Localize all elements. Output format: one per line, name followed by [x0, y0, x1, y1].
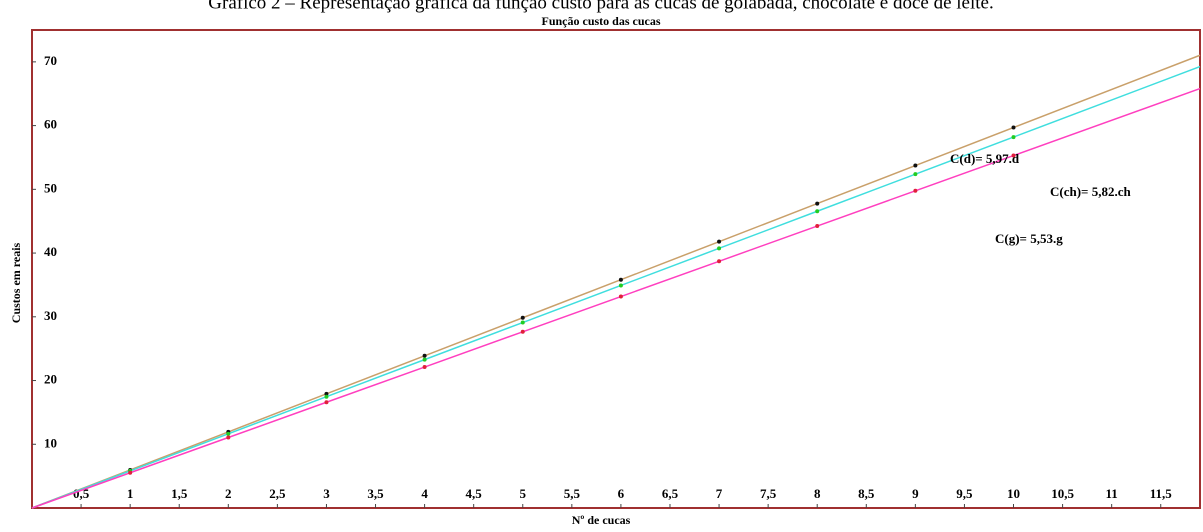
point [422, 357, 427, 362]
y-tick-label: 40 [44, 244, 57, 259]
point [815, 209, 820, 214]
x-tick-label: 3 [323, 486, 330, 501]
point [618, 277, 623, 282]
y-tick-label: 50 [44, 180, 57, 195]
x-tick-label: 10 [1007, 486, 1020, 501]
x-tick-label: 9 [912, 486, 919, 501]
point [520, 329, 525, 334]
x-axis-label: Nº de cucas [572, 513, 631, 527]
plot-frame [31, 29, 1201, 509]
x-tick-label: 1,5 [171, 486, 188, 501]
x-tick-label: 9,5 [956, 486, 973, 501]
point [324, 400, 329, 405]
annotation: C(ch)= 5,82.ch [1050, 184, 1131, 199]
point [815, 224, 820, 229]
point [324, 391, 329, 396]
point [226, 431, 231, 436]
x-tick-label: 6 [618, 486, 625, 501]
x-tick-label: 4,5 [466, 486, 483, 501]
point [1011, 153, 1016, 158]
x-tick-label: 5 [520, 486, 527, 501]
y-tick-label: 70 [44, 53, 57, 68]
point [815, 201, 820, 206]
point [422, 353, 427, 358]
x-tick-label: 11,5 [1150, 486, 1173, 501]
point [422, 365, 427, 370]
x-tick-label: 2,5 [269, 486, 286, 501]
x-tick-label: 3,5 [367, 486, 384, 501]
point [520, 315, 525, 320]
point [717, 259, 722, 264]
annotation: C(d)= 5,97.d [950, 151, 1020, 166]
point [1011, 125, 1016, 130]
y-tick-label: 20 [44, 372, 57, 387]
series-line [31, 54, 1201, 509]
point [618, 283, 623, 288]
x-tick-label: 1 [127, 486, 134, 501]
y-tick-label: 60 [44, 117, 57, 132]
point [324, 394, 329, 399]
caption: Gráfico 2 – Representação gráfica da fun… [208, 0, 993, 13]
x-tick-label: 7,5 [760, 486, 777, 501]
point [913, 188, 918, 193]
y-axis-label: Custos em reais [9, 242, 23, 323]
x-tick-label: 6,5 [662, 486, 679, 501]
x-tick-label: 8,5 [858, 486, 875, 501]
series-line [31, 65, 1201, 509]
point [226, 435, 231, 440]
series-line [31, 87, 1201, 509]
annotation: C(g)= 5,53.g [995, 231, 1063, 246]
y-tick-label: 10 [44, 435, 57, 450]
point [618, 294, 623, 299]
x-tick-label: 7 [716, 486, 723, 501]
point [717, 246, 722, 251]
point [1011, 135, 1016, 140]
chart-title: Função custo das cucas [541, 14, 660, 28]
x-tick-label: 10,5 [1051, 486, 1074, 501]
x-tick-label: 5,5 [564, 486, 581, 501]
point [520, 320, 525, 325]
point [913, 163, 918, 168]
point [717, 239, 722, 244]
y-tick-label: 30 [44, 308, 57, 323]
x-tick-label: 4 [421, 486, 428, 501]
x-tick-label: 8 [814, 486, 821, 501]
point [128, 470, 133, 475]
x-tick-label: 11 [1106, 486, 1118, 501]
point [913, 172, 918, 177]
x-tick-label: 2 [225, 486, 232, 501]
